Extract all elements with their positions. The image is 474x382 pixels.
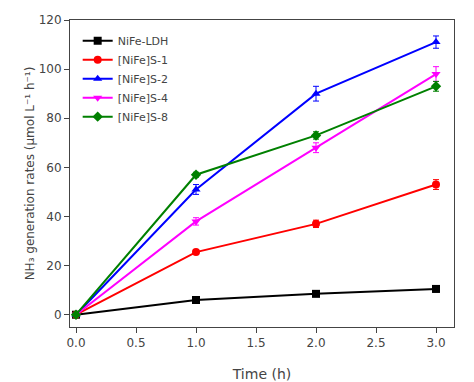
svg-text:[NiFe]S-2: [NiFe]S-2 [118, 73, 168, 86]
svg-text:Time (h): Time (h) [232, 366, 292, 382]
svg-text:20: 20 [46, 259, 61, 273]
svg-text:1.0: 1.0 [186, 336, 205, 350]
svg-text:80: 80 [46, 111, 61, 125]
svg-text:[NiFe]S-8: [NiFe]S-8 [118, 111, 168, 124]
svg-text:0: 0 [54, 308, 62, 322]
svg-text:2.0: 2.0 [306, 336, 325, 350]
svg-text:NiFe-LDH: NiFe-LDH [118, 35, 169, 48]
svg-text:40: 40 [46, 210, 61, 224]
svg-text:[NiFe]S-1: [NiFe]S-1 [118, 54, 168, 67]
svg-text:60: 60 [46, 161, 61, 175]
svg-text:3.0: 3.0 [426, 336, 445, 350]
svg-text:0.5: 0.5 [126, 336, 145, 350]
svg-text:[NiFe]S-4: [NiFe]S-4 [118, 92, 168, 105]
svg-text:2.5: 2.5 [366, 336, 385, 350]
svg-text:1.5: 1.5 [246, 336, 265, 350]
svg-text:100: 100 [39, 62, 62, 76]
svg-text:0.0: 0.0 [66, 336, 85, 350]
svg-text:NH₃ generation rates (μmol L⁻¹: NH₃ generation rates (μmol L⁻¹ h⁻¹) [23, 67, 37, 281]
svg-text:120: 120 [39, 13, 62, 27]
